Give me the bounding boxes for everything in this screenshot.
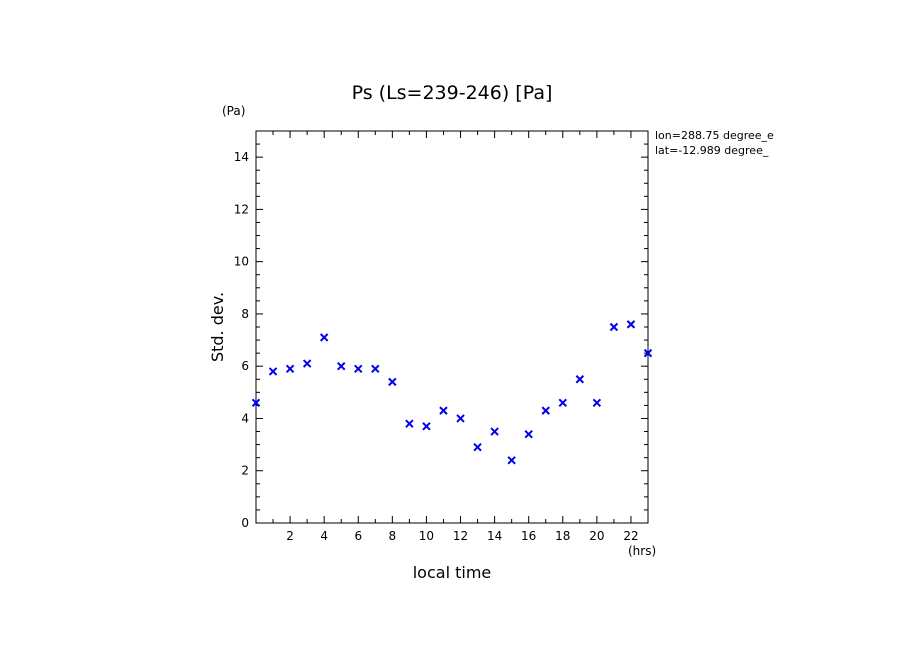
data-point — [541, 406, 550, 415]
y-unit-label: (Pa) — [222, 104, 245, 118]
x-tick-label: 14 — [487, 529, 502, 543]
x-tick-label: 10 — [419, 529, 434, 543]
y-tick-label: 12 — [234, 202, 249, 216]
annotation-lat: lat=-12.989 degree_ — [655, 144, 769, 157]
x-tick-label: 2 — [286, 529, 294, 543]
x-tick-label: 8 — [389, 529, 397, 543]
x-unit-label: (hrs) — [628, 544, 656, 558]
axis-ticks — [256, 130, 649, 524]
data-point — [558, 398, 567, 407]
x-tick-label: 22 — [623, 529, 638, 543]
y-tick-label: 0 — [241, 516, 249, 530]
data-point — [507, 456, 516, 465]
annotation-lon: lon=288.75 degree_e — [655, 129, 774, 142]
x-tick-label: 12 — [453, 529, 468, 543]
y-tick-label: 14 — [234, 150, 249, 164]
x-tick-label: 4 — [320, 529, 328, 543]
data-point — [609, 322, 619, 332]
data-point — [490, 427, 499, 436]
x-tick-label: 18 — [555, 529, 570, 543]
chart-title: Ps (Ls=239-246) [Pa] — [352, 82, 553, 104]
data-point — [268, 367, 278, 376]
y-tick-label: 8 — [241, 307, 249, 321]
data-points — [251, 320, 653, 465]
data-point — [388, 377, 397, 387]
data-point — [285, 364, 295, 374]
data-point — [251, 398, 261, 407]
x-tick-label: 6 — [354, 529, 362, 543]
data-point — [592, 398, 602, 407]
x-axis-label: local time — [413, 563, 492, 582]
data-point — [422, 422, 431, 431]
plot-frame — [255, 130, 649, 524]
y-tick-label: 6 — [241, 359, 249, 373]
axis-tick-labels: 0 2 4 6 8 10 12 14 2 4 6 8 10 12 14 16 18 20 22 — [234, 150, 639, 543]
data-point — [626, 320, 636, 329]
data-point — [337, 361, 346, 371]
data-point — [643, 348, 653, 358]
x-tick-label: 20 — [589, 529, 604, 543]
y-tick-label: 2 — [241, 464, 249, 478]
data-point — [302, 359, 312, 368]
data-point — [371, 364, 380, 374]
y-tick-label: 4 — [241, 411, 249, 425]
y-axis-label: Std. dev. — [208, 292, 227, 362]
y-tick-label: 10 — [234, 255, 249, 269]
data-point — [439, 406, 448, 415]
data-point — [473, 443, 482, 452]
data-point — [354, 364, 363, 374]
data-point — [575, 375, 585, 384]
data-point — [405, 419, 414, 428]
data-point — [524, 429, 533, 439]
data-point — [456, 414, 465, 423]
x-tick-label: 16 — [521, 529, 536, 543]
data-point — [319, 333, 329, 342]
